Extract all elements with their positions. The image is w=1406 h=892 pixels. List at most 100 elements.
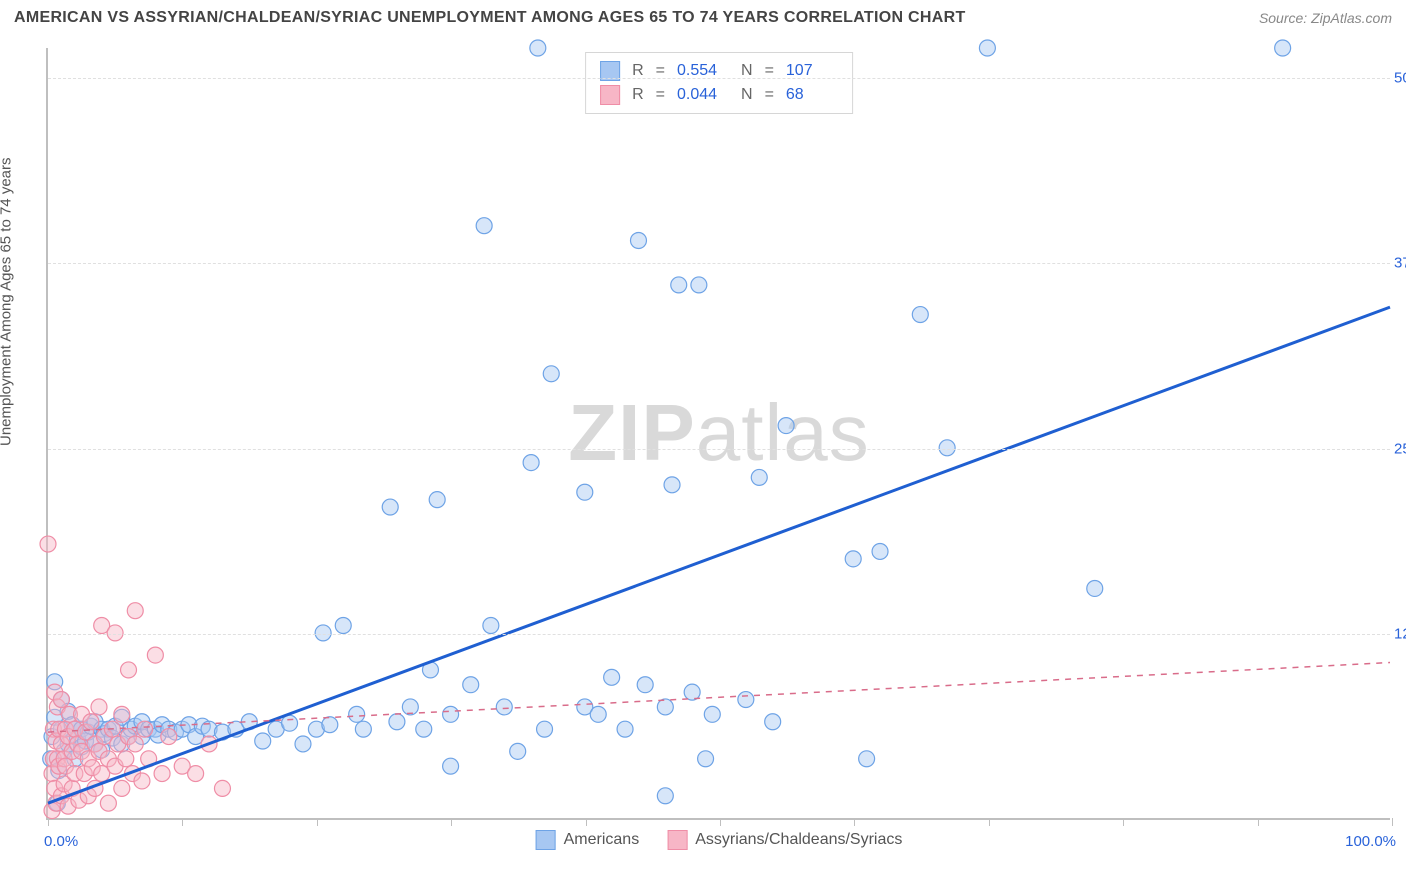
data-point [127, 603, 143, 619]
data-point [443, 758, 459, 774]
data-point [91, 699, 107, 715]
data-point [134, 773, 150, 789]
legend-r-label: R [632, 83, 644, 107]
data-point [416, 721, 432, 737]
data-point [53, 692, 69, 708]
data-point [349, 706, 365, 722]
x-tick [48, 818, 49, 826]
plot-area: ZIPatlas R = 0.554 N = 107 R = 0.044 N =… [46, 48, 1390, 820]
data-point [657, 788, 673, 804]
legend-label: Assyrians/Chaldeans/Syriacs [695, 831, 902, 849]
data-point [282, 715, 298, 731]
legend-row-assyrians: R = 0.044 N = 68 [600, 83, 838, 107]
x-tick [451, 818, 452, 826]
x-tick-label: 0.0% [44, 833, 78, 850]
data-point [765, 714, 781, 730]
x-tick [1258, 818, 1259, 826]
x-tick [182, 818, 183, 826]
data-point [429, 492, 445, 508]
data-point [355, 721, 371, 737]
data-point [107, 625, 123, 641]
data-point [83, 714, 99, 730]
data-point [912, 307, 928, 323]
data-point [537, 721, 553, 737]
data-point [637, 677, 653, 693]
plot-svg [48, 48, 1390, 818]
legend-r-value: 0.044 [677, 83, 729, 107]
y-tick-label: 12.5% [1394, 626, 1406, 643]
data-point [255, 733, 271, 749]
data-point [671, 277, 687, 293]
gridline [48, 449, 1390, 450]
equals-icon: = [656, 83, 665, 107]
data-point [577, 484, 593, 500]
data-point [463, 677, 479, 693]
chart-title: AMERICAN VS ASSYRIAN/CHALDEAN/SYRIAC UNE… [14, 9, 966, 27]
legend-n-label: N [741, 83, 753, 107]
data-point [510, 743, 526, 759]
data-point [979, 40, 995, 56]
data-point [114, 780, 130, 796]
data-point [114, 706, 130, 722]
x-tick [989, 818, 990, 826]
legend-n-value: 107 [786, 59, 838, 83]
y-tick-label: 25.0% [1394, 440, 1406, 457]
data-point [939, 440, 955, 456]
data-point [147, 647, 163, 663]
legend-n-label: N [741, 59, 753, 83]
data-point [751, 469, 767, 485]
data-point [322, 717, 338, 733]
x-tick [1392, 818, 1393, 826]
data-point [738, 692, 754, 708]
data-point [137, 721, 153, 737]
x-tick-label: 100.0% [1338, 833, 1396, 850]
swatch-assyrians [600, 85, 620, 105]
legend-item-americans: Americans [536, 830, 640, 850]
legend-row-americans: R = 0.554 N = 107 [600, 59, 838, 83]
source-label: Source: ZipAtlas.com [1259, 10, 1392, 26]
gridline [48, 263, 1390, 264]
data-point [127, 736, 143, 752]
equals-icon: = [656, 59, 665, 83]
legend-label: Americans [564, 831, 640, 849]
gridline [48, 634, 1390, 635]
data-point [845, 551, 861, 567]
data-point [483, 618, 499, 634]
data-point [859, 751, 875, 767]
data-point [590, 706, 606, 722]
legend-series: Americans Assyrians/Chaldeans/Syriacs [536, 830, 903, 850]
data-point [40, 536, 56, 552]
x-tick [854, 818, 855, 826]
y-tick-label: 50.0% [1394, 69, 1406, 86]
data-point [604, 669, 620, 685]
swatch-americans [536, 830, 556, 850]
x-tick [1123, 818, 1124, 826]
x-tick [317, 818, 318, 826]
data-point [543, 366, 559, 382]
data-point [389, 714, 405, 730]
title-bar: AMERICAN VS ASSYRIAN/CHALDEAN/SYRIAC UNE… [0, 0, 1406, 36]
data-point [161, 729, 177, 745]
y-tick-label: 37.5% [1394, 255, 1406, 272]
data-point [496, 699, 512, 715]
data-point [402, 699, 418, 715]
legend-correlation: R = 0.554 N = 107 R = 0.044 N = 68 [585, 52, 853, 114]
swatch-assyrians [667, 830, 687, 850]
equals-icon: = [765, 59, 774, 83]
data-point [214, 780, 230, 796]
data-point [295, 736, 311, 752]
legend-n-value: 68 [786, 83, 838, 107]
data-point [1275, 40, 1291, 56]
data-point [704, 706, 720, 722]
equals-icon: = [765, 83, 774, 107]
data-point [121, 662, 137, 678]
data-point [476, 218, 492, 234]
x-tick [720, 818, 721, 826]
data-point [778, 418, 794, 434]
legend-r-label: R [632, 59, 644, 83]
gridline [48, 78, 1390, 79]
data-point [382, 499, 398, 515]
data-point [698, 751, 714, 767]
data-point [872, 543, 888, 559]
data-point [1087, 581, 1103, 597]
